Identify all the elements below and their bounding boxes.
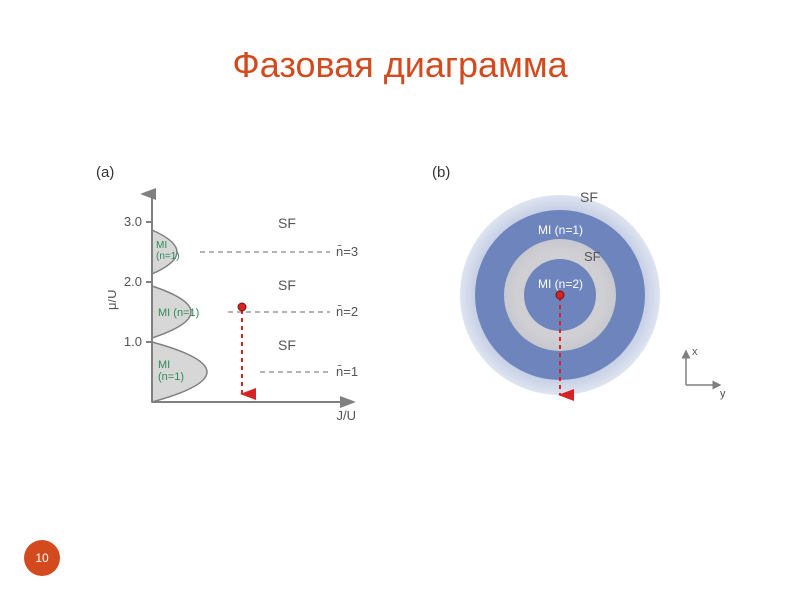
slide-number: 10 [35,551,48,565]
panelA-red-dot [238,303,246,311]
sf-outer-label: SF [580,189,598,205]
rings-container: MI (n=1) MI (n=2) SF [460,195,660,395]
panel-b-label: (b) [432,164,450,181]
sf-label-mid: SF [278,277,296,293]
coord-x-label: x [692,346,698,358]
panelB-arrow-svg [460,195,660,405]
coord-axes-svg: x y [676,345,732,401]
nbar-1: n̄=1 [336,364,358,379]
panel-a-diagram: 1.0 2.0 3.0 J/U μ/U MI(n=1) MI (n=1) MI(… [108,182,388,432]
panel-a-label: (a) [96,164,114,181]
panelB-red-dot [556,291,564,299]
lobe2-label: MI (n=1) [158,307,199,319]
coord-y-label: y [720,388,726,400]
ytick-label-3: 3.0 [124,214,142,229]
nbar-2: n̄=2 [336,304,358,319]
sf-label-top: SF [278,215,296,231]
slide-number-badge: 10 [24,540,60,576]
ytick-label-2: 2.0 [124,274,142,289]
slide: Фазовая диаграмма (a) (b) [0,0,800,600]
page-title: Фазовая диаграмма [0,44,800,86]
panel-b-diagram: MI (n=1) MI (n=2) SF SF [460,195,660,395]
y-axis-label: μ/U [108,290,119,311]
panel-a-svg: 1.0 2.0 3.0 J/U μ/U MI(n=1) MI (n=1) MI(… [108,182,388,432]
x-axis-label: J/U [337,408,357,423]
ytick-label-1: 1.0 [124,334,142,349]
nbar-3: n̄=3 [336,244,358,259]
sf-label-bot: SF [278,337,296,353]
